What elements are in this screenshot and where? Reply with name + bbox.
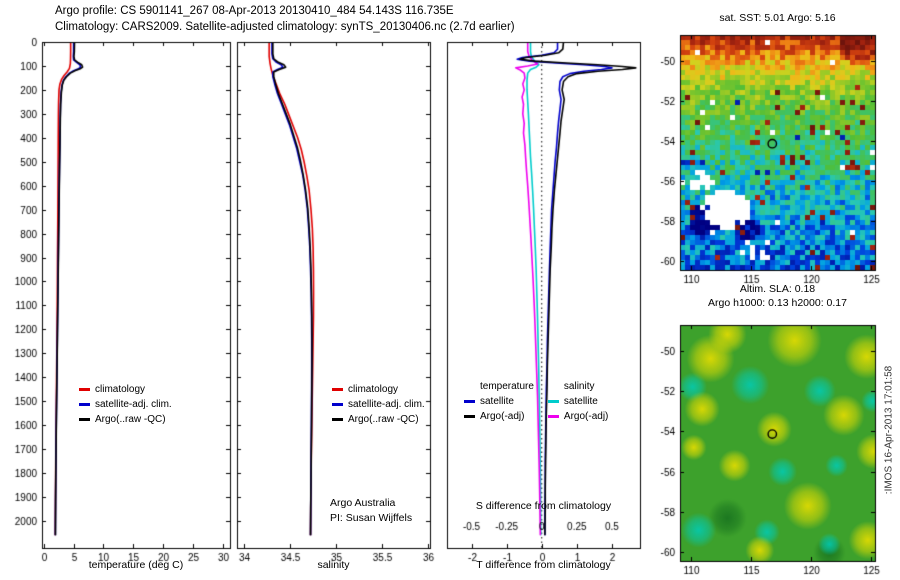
legend-swatch (464, 415, 475, 418)
x-axis-label-s-difference: S difference from climatology (475, 500, 612, 512)
legend-label: Argo(-adj) (563, 411, 609, 422)
legend-item: climatology (332, 384, 425, 395)
legend-label: Argo(..raw -QC) (95, 414, 166, 425)
legend-column: temperature satellite Argo(-adj) (464, 381, 534, 426)
legend-swatch (332, 388, 343, 391)
legend-column-header: temperature (480, 381, 534, 392)
legend-swatch (79, 388, 90, 391)
legend-column: salinity satellite Argo(-adj) (547, 381, 609, 426)
legend-swatch (547, 415, 559, 418)
legend-item: satellite (547, 396, 608, 407)
x-axis-label-salinity: salinity (317, 559, 350, 571)
legend-item: Argo(..raw -QC) (332, 414, 425, 425)
legend-label: climatology (348, 384, 399, 395)
legend-swatch (332, 403, 343, 406)
legend-swatch (464, 400, 475, 403)
annotation-argo-australia: Argo Australia (330, 497, 396, 509)
legend-swatch (332, 418, 343, 421)
legend-label: satellite-adj. clim. (348, 399, 425, 410)
timestamp-watermark: :IMOS 16-Apr-2013 17:01:58 (883, 365, 895, 495)
legend-temperature-panel: climatology satellite-adj. clim. Argo(..ra… (79, 384, 172, 429)
legend-item: Argo(..raw -QC) (79, 414, 172, 425)
sst-map-title: sat. SST: 5.01 Argo: 5.16 (719, 12, 836, 24)
legend-label: Argo(-adj) (480, 411, 525, 422)
legend-item: climatology (79, 384, 172, 395)
legend-label: satellite (563, 396, 598, 407)
legend-item: Argo(-adj) (464, 411, 534, 422)
legend-item: Argo(-adj) (547, 411, 609, 422)
x-axis-label-t-difference: T difference from climatology (476, 559, 611, 571)
legend-item: satellite-adj. clim. (332, 399, 425, 410)
legend-item: satellite-adj. clim. (79, 399, 172, 410)
legend-label: satellite (480, 396, 514, 407)
x-axis-label-temperature: temperature (deg C) (88, 559, 184, 571)
legend-difference-panel: temperature satellite Argo(-adj) salinity sa… (464, 381, 608, 426)
legend-salinity-panel: climatology satellite-adj. clim. Argo(..ra… (332, 384, 425, 429)
legend-label: climatology (95, 384, 146, 395)
legend-swatch (547, 400, 559, 403)
annotation-pi-name: PI: Susan Wijffels (330, 512, 413, 524)
legend-swatch (79, 418, 90, 421)
figure-title: Argo profile: CS 5901141_267 08-Apr-2013… (55, 5, 454, 17)
sla-map-title-line2: Argo h1000: 0.13 h2000: 0.17 (708, 297, 847, 309)
legend-label: satellite-adj. clim. (95, 399, 172, 410)
legend-label: Argo(..raw -QC) (348, 414, 419, 425)
legend-swatch (79, 403, 90, 406)
figure-subtitle: Climatology: CARS2009. Satellite-adjuste… (55, 21, 515, 33)
legend-item: satellite (464, 396, 534, 407)
sla-map-title-line1: Altim. SLA: 0.18 (739, 283, 816, 295)
legend-column-header: salinity (563, 381, 595, 392)
